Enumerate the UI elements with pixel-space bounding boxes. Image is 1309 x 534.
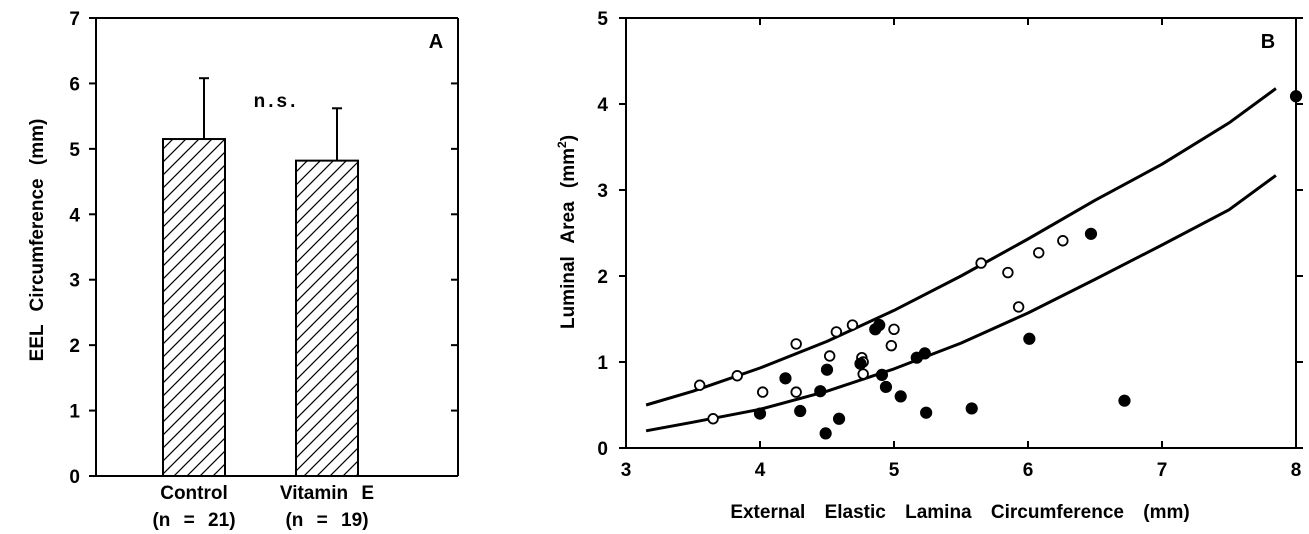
panel-b-y-label-sup: 2	[555, 141, 569, 148]
filled-circle-point	[854, 357, 867, 370]
open-circle-point	[1012, 301, 1025, 313]
panel-a-category-label: Vitamin E	[280, 483, 374, 504]
panel-b-x-label: External Elastic Lamina Circumference (m…	[730, 502, 1189, 523]
svg-text:Luminal Area (mm2): Luminal Area (mm2)	[555, 135, 579, 329]
panel-a-tag: A	[429, 31, 443, 53]
panel-a-y-tick-label: 1	[69, 402, 80, 423]
open-circle-point	[888, 323, 900, 336]
panel-b-y-tick-label: 4	[597, 95, 608, 116]
open-circle-point	[707, 413, 719, 425]
panel-a-y-tick-label: 6	[69, 74, 80, 95]
filled-circle-point	[753, 407, 767, 420]
panel-b-tag: B	[1261, 31, 1275, 53]
fit-curve-upper	[645, 87, 1277, 407]
filled-circle-point	[794, 404, 807, 418]
panel-b-x-tick-label: 7	[1157, 460, 1168, 481]
panel-a-y-label: EEL Circumference (mm)	[27, 119, 48, 362]
open-circle-point	[731, 370, 743, 382]
filled-circle-point	[879, 380, 893, 394]
open-circle-point	[846, 319, 859, 331]
filled-circle-point	[1084, 227, 1098, 240]
panel-b-y-tick-label: 2	[597, 267, 608, 288]
panel-a-y-tick-label: 3	[69, 271, 80, 292]
panel-b-y-tick-label: 5	[597, 9, 608, 30]
open-circle-point	[975, 257, 987, 269]
panel-b-y-tick-label: 3	[597, 181, 608, 202]
open-circle-point	[830, 326, 843, 338]
open-circle-point	[756, 386, 769, 398]
panel-b-y-label-main: Luminal Area (mm	[558, 148, 579, 329]
filled-circle-point	[819, 427, 832, 440]
panel-b-x-tick-label: 8	[1291, 460, 1302, 481]
filled-circle-point	[1023, 332, 1036, 345]
open-circle-point	[1057, 235, 1069, 247]
filled-circle-point	[965, 402, 978, 415]
panel-a-category-n-label: (n = 19)	[285, 510, 368, 531]
panel-a-bar-chart: 0 1 2 3 4 5 6 7 A n.s. EEL Circumference (mm) C…	[27, 9, 459, 531]
panel-a-annotation: n.s.	[254, 91, 299, 112]
filled-circle-point	[814, 385, 827, 398]
filled-circle-point	[873, 318, 886, 332]
panel-b-x-tick-label: 6	[1023, 460, 1034, 481]
filled-circle-point	[1118, 394, 1131, 407]
open-circle-point	[857, 368, 869, 380]
open-circle-point	[885, 339, 898, 352]
panel-b-y-tick-label: 1	[597, 353, 608, 374]
panel-b-y-label-end: )	[558, 135, 579, 141]
filled-circle-point	[779, 372, 792, 385]
bar-vitamin-e	[295, 159, 359, 478]
panel-a-category-n-label: (n = 21)	[152, 510, 235, 531]
filled-circle-point	[918, 347, 931, 360]
panel-a-y-tick-label: 2	[69, 336, 80, 357]
panel-b-scatter-chart: 0 1 2 3 4 5 3 4 5 6 7 8 B External Elastic Lamina C…	[555, 9, 1303, 523]
filled-circle-point	[832, 412, 846, 425]
panel-a-y-tick-label: 4	[69, 205, 80, 226]
panel-a-y-tick-label: 5	[69, 140, 80, 161]
open-circle-point	[694, 379, 706, 391]
panel-b-x-tick-label: 5	[889, 460, 900, 481]
filled-circle-point	[1289, 90, 1303, 103]
panel-b-y-label: Luminal Area (mm2)	[555, 135, 579, 329]
panel-a-category-label: Control	[160, 483, 228, 504]
filled-circle-point	[820, 363, 834, 376]
bar-control	[162, 138, 226, 478]
open-circle-point	[790, 338, 802, 350]
filled-circle-point	[894, 390, 907, 403]
open-circle-point	[790, 386, 802, 398]
open-circle-point	[1002, 266, 1014, 279]
open-circle-point	[1033, 247, 1045, 259]
panel-a-y-tick-label: 7	[69, 9, 80, 30]
fit-curve-lower	[645, 174, 1277, 433]
panel-b-y-tick-label: 0	[597, 439, 608, 460]
filled-circle-point	[920, 406, 933, 419]
open-circle-point	[823, 350, 836, 362]
filled-circle-point	[875, 368, 889, 381]
panel-b-x-tick-label: 3	[621, 460, 632, 481]
panel-b-x-tick-label: 4	[755, 460, 766, 481]
panel-a-y-tick-label: 0	[69, 467, 80, 488]
